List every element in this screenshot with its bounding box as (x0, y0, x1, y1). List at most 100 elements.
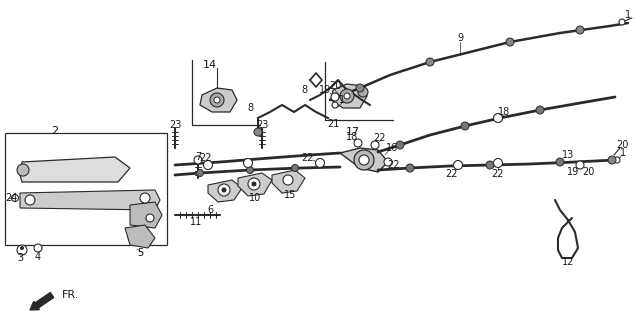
Polygon shape (130, 202, 162, 228)
Circle shape (316, 158, 324, 167)
Circle shape (354, 150, 374, 170)
Circle shape (614, 157, 620, 163)
Text: 20: 20 (616, 140, 628, 150)
Circle shape (576, 161, 584, 169)
Circle shape (406, 164, 414, 172)
Text: 1: 1 (339, 95, 345, 105)
Circle shape (396, 141, 404, 149)
Circle shape (210, 93, 224, 107)
Text: 8: 8 (247, 103, 253, 113)
Text: 9: 9 (457, 33, 463, 43)
Circle shape (358, 87, 368, 97)
Circle shape (214, 97, 220, 103)
Circle shape (359, 155, 369, 165)
Text: 19: 19 (567, 167, 579, 177)
Text: 22: 22 (199, 153, 211, 163)
Circle shape (493, 114, 502, 123)
Text: 12: 12 (562, 257, 574, 267)
Circle shape (506, 38, 514, 46)
Text: 24: 24 (5, 193, 17, 203)
Circle shape (140, 193, 150, 203)
Text: FR.: FR. (62, 290, 79, 300)
Circle shape (17, 245, 27, 255)
Text: 3: 3 (17, 253, 23, 263)
Circle shape (536, 106, 544, 114)
Circle shape (493, 158, 502, 167)
Text: 4: 4 (35, 252, 41, 262)
Circle shape (608, 156, 616, 164)
Text: 5: 5 (137, 248, 143, 258)
Circle shape (576, 26, 584, 34)
Text: 19: 19 (319, 85, 331, 95)
Circle shape (146, 214, 154, 222)
Text: 13: 13 (562, 150, 574, 160)
Polygon shape (272, 170, 305, 193)
Circle shape (20, 246, 24, 250)
Circle shape (356, 84, 364, 92)
Circle shape (34, 244, 42, 252)
Circle shape (194, 156, 202, 164)
Polygon shape (125, 225, 155, 248)
Circle shape (332, 102, 338, 108)
Polygon shape (20, 190, 160, 210)
Polygon shape (340, 148, 388, 172)
Circle shape (426, 58, 434, 66)
Bar (5, 133, 167, 245)
Text: 22: 22 (302, 153, 314, 163)
Circle shape (331, 93, 339, 101)
Text: 1: 1 (620, 148, 626, 158)
Polygon shape (238, 173, 272, 196)
Polygon shape (20, 157, 130, 182)
Circle shape (283, 175, 293, 185)
Circle shape (196, 170, 203, 177)
Text: 22: 22 (491, 169, 504, 179)
Text: 14: 14 (203, 60, 217, 70)
Text: 21: 21 (327, 119, 339, 129)
Circle shape (384, 158, 392, 166)
Text: 17: 17 (346, 127, 360, 137)
Polygon shape (208, 180, 242, 202)
Polygon shape (200, 88, 237, 112)
Circle shape (291, 164, 298, 172)
Circle shape (203, 161, 213, 170)
Text: 1: 1 (625, 10, 631, 20)
Text: 20: 20 (582, 167, 594, 177)
Text: 16: 16 (386, 143, 398, 153)
Text: 22: 22 (374, 133, 386, 143)
Text: 22: 22 (388, 160, 400, 170)
Circle shape (340, 89, 354, 103)
Circle shape (222, 188, 227, 193)
Text: 10: 10 (249, 193, 261, 203)
Circle shape (371, 141, 379, 149)
Circle shape (486, 161, 494, 169)
Circle shape (218, 184, 230, 196)
Text: 18: 18 (346, 132, 358, 142)
Text: 2: 2 (51, 126, 58, 136)
Text: 23: 23 (256, 120, 268, 130)
Circle shape (246, 166, 253, 173)
Circle shape (251, 181, 257, 187)
Circle shape (248, 178, 260, 190)
Circle shape (25, 195, 35, 205)
Text: 22: 22 (446, 169, 458, 179)
Text: 15: 15 (284, 190, 296, 200)
Polygon shape (331, 84, 367, 108)
Circle shape (461, 122, 469, 130)
Circle shape (254, 128, 262, 136)
Circle shape (556, 158, 564, 166)
Text: 8: 8 (301, 85, 307, 95)
Text: 6: 6 (207, 205, 213, 215)
Text: 11: 11 (190, 217, 202, 227)
Text: 18: 18 (498, 107, 510, 117)
Text: 20: 20 (329, 81, 341, 91)
Circle shape (354, 139, 362, 147)
FancyArrow shape (30, 292, 54, 310)
Text: 23: 23 (169, 120, 181, 130)
Circle shape (344, 93, 350, 99)
Circle shape (453, 161, 462, 170)
Circle shape (243, 158, 253, 167)
Circle shape (11, 195, 18, 202)
Text: 7: 7 (195, 152, 201, 162)
Circle shape (17, 164, 29, 176)
Circle shape (619, 19, 625, 25)
